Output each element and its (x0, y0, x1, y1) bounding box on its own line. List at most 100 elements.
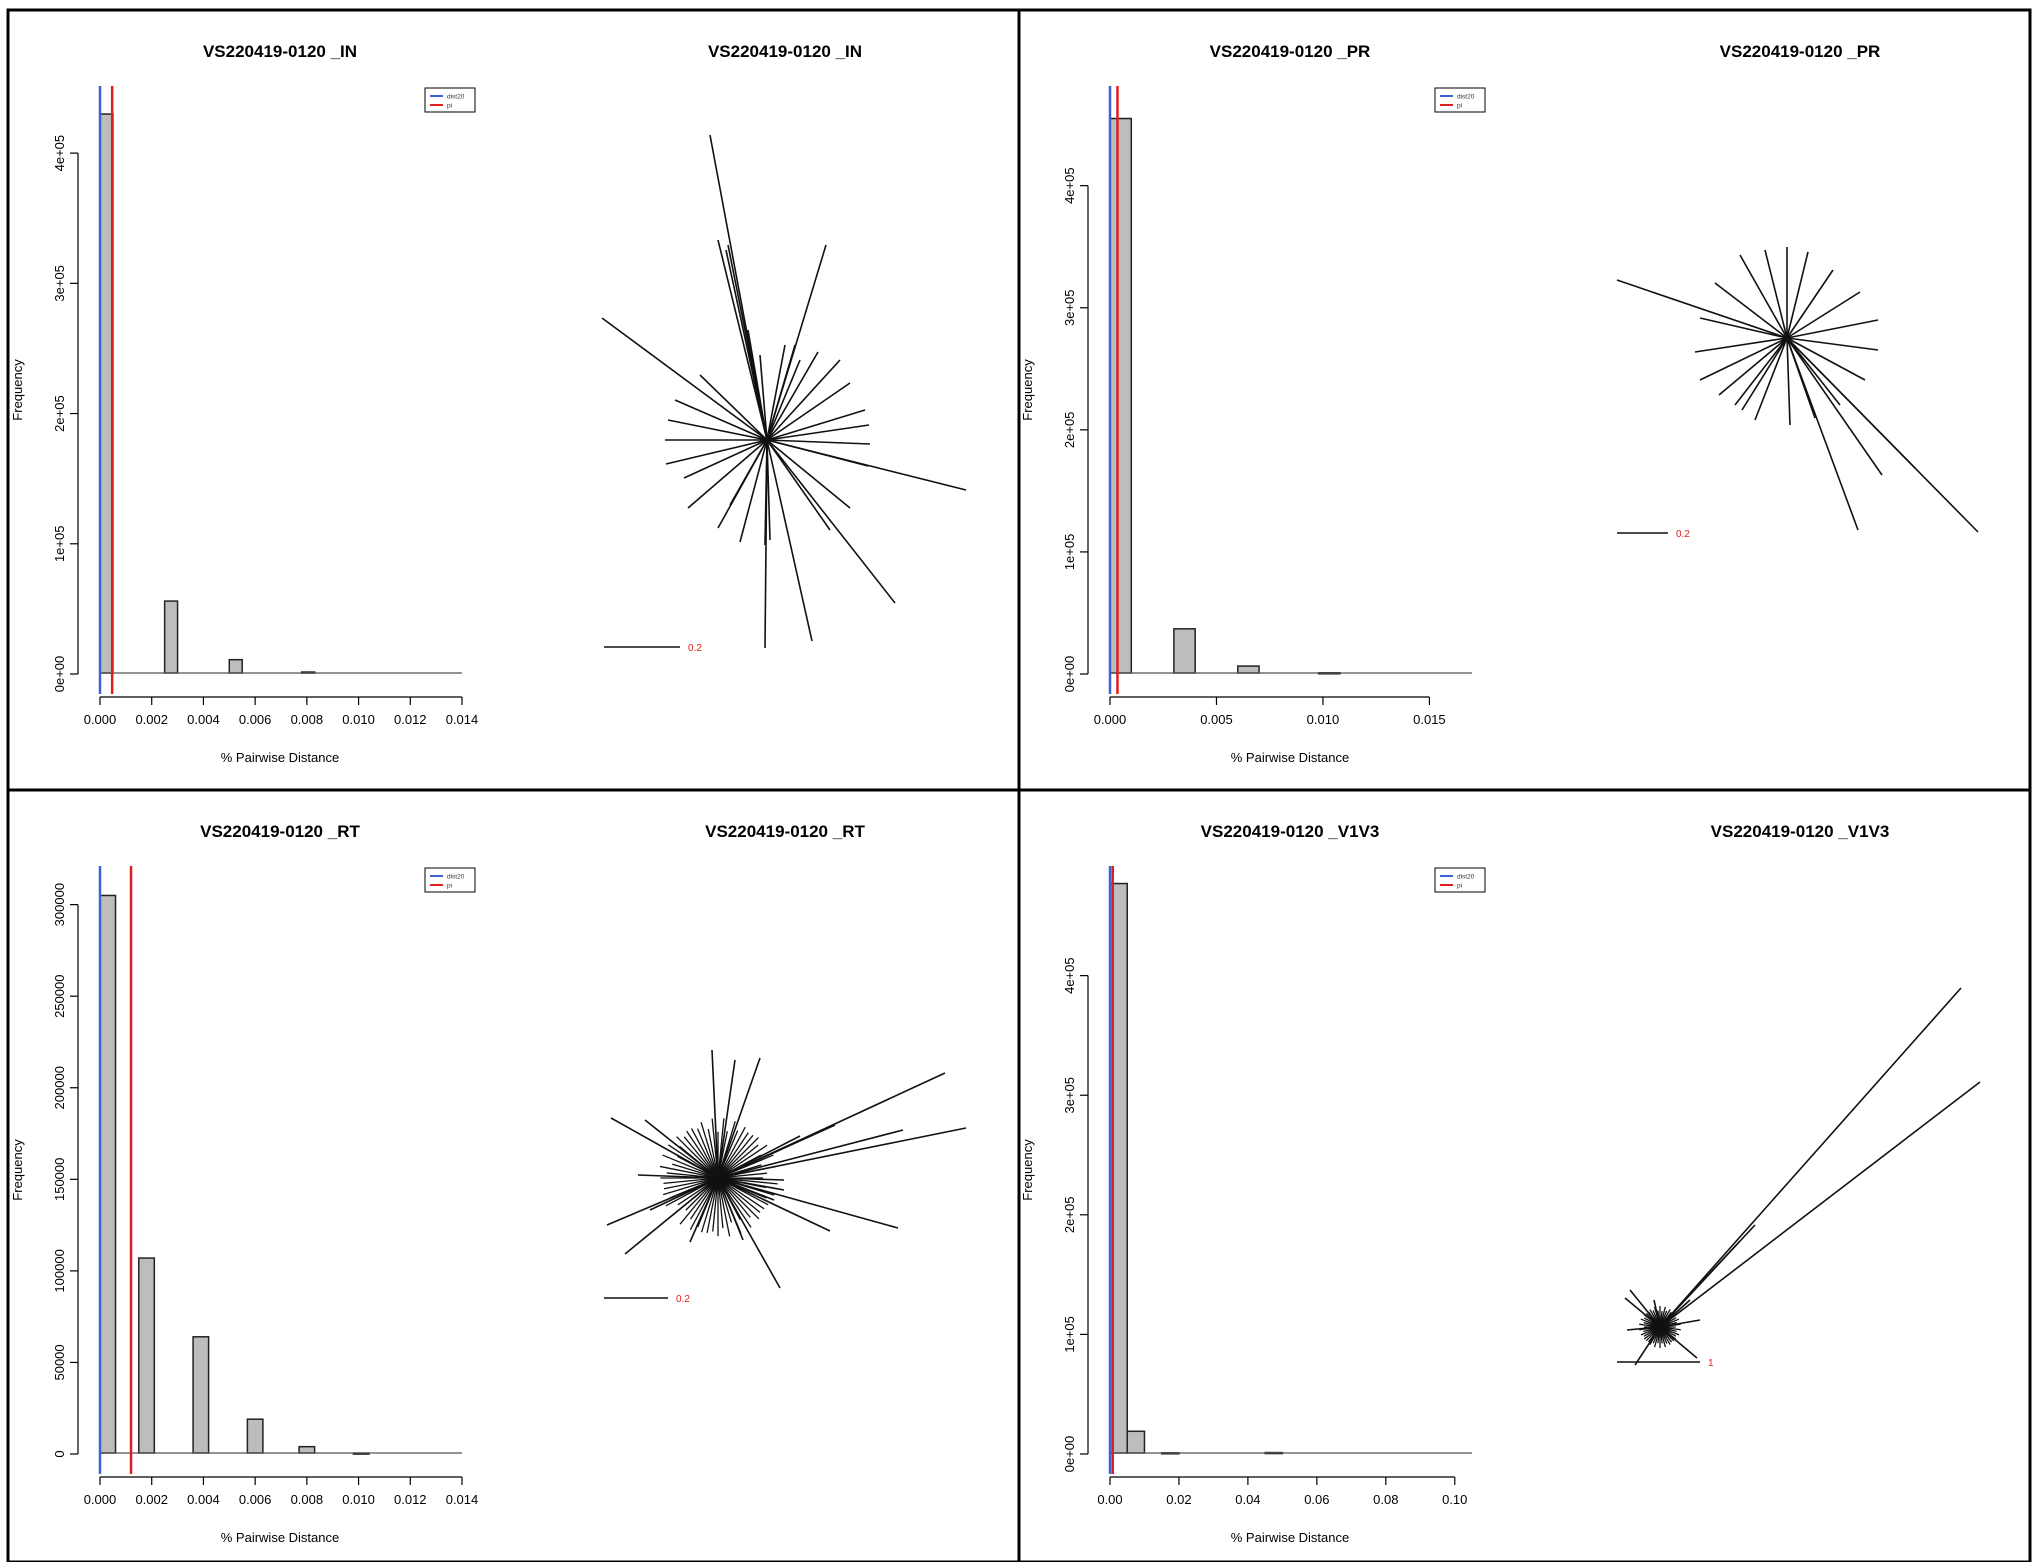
tree-scale-label: 0.2 (676, 1294, 690, 1305)
tree-branch (671, 1177, 719, 1217)
y-tick-label: 250000 (52, 974, 67, 1017)
tree-branch (717, 1177, 751, 1218)
y-tick-label: 4e+05 (1062, 957, 1077, 994)
legend-box (424, 87, 476, 113)
tree-branch (766, 344, 796, 441)
tree-branch (1786, 291, 1861, 339)
tree-branch (766, 344, 786, 441)
legend-label-pi: pi (1457, 883, 1462, 890)
tree-branch (766, 439, 831, 531)
tree-branch (766, 359, 841, 441)
tree-branch (674, 399, 768, 441)
tree-branch (1694, 337, 1788, 353)
tree-branch (717, 1177, 752, 1228)
tree-branch (729, 439, 768, 506)
histogram-pr: VS220419-0120 _PR 0.000 0.005 0.010 0.015 % P… (1020, 42, 1486, 765)
y-tick-label: 0e+00 (1062, 1436, 1077, 1473)
tree-branch (663, 1177, 719, 1185)
tree-branch (707, 1128, 719, 1179)
tree-branch (717, 1177, 778, 1185)
tree-branch (717, 239, 768, 441)
x-tick-label: 0.012 (394, 712, 427, 727)
tree-branch (764, 439, 768, 546)
x-tick-label: 0.000 (84, 712, 117, 727)
tree-branch (717, 1126, 746, 1179)
legend-box (424, 867, 476, 893)
tree-branch (667, 1144, 719, 1179)
tree-branch (717, 1177, 767, 1189)
tree-branch (717, 1177, 761, 1213)
tree-branch (717, 1131, 728, 1179)
tree-branch (1786, 337, 1916, 469)
tree-v1v3: VS220419-0120 _V1V3 1 (1617, 822, 1981, 1369)
tree-rt: VS220419-0120 _RT 0.2 (604, 822, 967, 1305)
tree-branch (717, 1177, 775, 1196)
x-tick-label: 0.06 (1304, 1492, 1329, 1507)
x-tick-label: 0.015 (1413, 712, 1446, 727)
y-tick-label: 3e+05 (1062, 1077, 1077, 1114)
tree-branch (1741, 337, 1788, 411)
histogram-bar (1126, 1430, 1146, 1454)
tree-branch (1659, 1323, 1681, 1328)
histogram-bar (163, 600, 179, 674)
tree-branch (717, 1059, 736, 1179)
tree-branch (1786, 319, 1879, 339)
tree-branch (739, 439, 768, 543)
x-tick-label: 0.006 (239, 712, 272, 727)
histogram-bar (1237, 665, 1260, 674)
tree-branch (717, 1121, 736, 1179)
x-tick-label: 0.002 (135, 1492, 168, 1507)
y-tick-label: 1e+05 (52, 526, 67, 563)
tree-branch (1659, 1081, 1981, 1328)
tree-branch (697, 1177, 719, 1228)
y-tick-label: 0 (52, 1450, 67, 1457)
tree-branch (766, 439, 813, 642)
tree-branch (690, 1177, 719, 1220)
tree-branch (1699, 337, 1788, 381)
tree-branch (727, 244, 768, 441)
tree-branch (717, 1154, 762, 1179)
tree-branch (712, 1177, 719, 1232)
legend-label-pi: pi (447, 103, 452, 110)
x-tick-label: 0.010 (342, 1492, 375, 1507)
tree-branch (717, 1057, 761, 1179)
tree-branch (662, 1154, 719, 1179)
tree-branch (717, 1177, 731, 1237)
tree-branch (717, 1137, 759, 1179)
tree-title: VS220419-0120 _PR (1720, 42, 1881, 61)
tree-branch (672, 1163, 719, 1179)
tree-branch (1786, 269, 1834, 339)
histogram-in: VS220419-0120 _IN 0.000 0.002 0.004 0.006 0.0… (10, 42, 478, 765)
y-tick-label: 1e+05 (1062, 534, 1077, 571)
tree-branch (711, 1118, 719, 1179)
y-tick-label: 200000 (52, 1066, 67, 1109)
y-axis-label: Frequency (10, 359, 25, 421)
histogram-title: VS220419-0120 _RT (200, 822, 360, 841)
histogram-bar (138, 1257, 156, 1454)
tree-branch (677, 1155, 719, 1179)
legend-label-dist20: dist20 (447, 874, 465, 881)
histogram-title: VS220419-0120 _PR (1210, 42, 1371, 61)
tree-branch (683, 1136, 719, 1179)
tree-branch (1734, 337, 1788, 406)
tree-branch (717, 1177, 831, 1232)
tree-in: VS220419-0120 _IN 0.2 (601, 42, 967, 654)
y-tick-label: 50000 (52, 1344, 67, 1380)
tree-branch (677, 1177, 719, 1206)
tree-branch (665, 1177, 719, 1207)
tree-pr: VS220419-0120 _PR 0.2 (1616, 42, 1979, 540)
x-tick-label: 0.014 (446, 1492, 479, 1507)
tree-branch (717, 1165, 777, 1179)
x-tick-label: 0.002 (135, 712, 168, 727)
tree-branch (1714, 282, 1788, 339)
tree-branch (706, 1177, 719, 1233)
y-axis-label: Frequency (1020, 1139, 1035, 1201)
tree-branch (1754, 337, 1788, 421)
tree-branch (717, 1144, 759, 1179)
tree-branch (766, 439, 871, 445)
tree-branch (1616, 279, 1788, 339)
tree-branch (690, 1128, 719, 1179)
histogram-bar (246, 1418, 264, 1454)
tree-branch (717, 1172, 768, 1179)
